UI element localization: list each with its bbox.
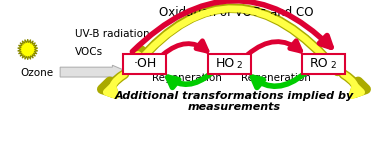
Text: Oxidation of VOCs and CO: Oxidation of VOCs and CO	[160, 6, 314, 19]
Text: Regeneration: Regeneration	[152, 73, 222, 83]
Text: HO: HO	[215, 57, 235, 70]
Text: Additional transformations implied by
measurements: Additional transformations implied by me…	[114, 91, 353, 112]
FancyBboxPatch shape	[208, 54, 251, 74]
Text: UV-B radiation: UV-B radiation	[74, 29, 149, 39]
FancyArrow shape	[60, 65, 129, 79]
FancyBboxPatch shape	[302, 54, 345, 74]
FancyBboxPatch shape	[123, 54, 166, 74]
Text: 2: 2	[330, 61, 336, 70]
Text: 2: 2	[237, 61, 242, 70]
Text: ·OH: ·OH	[133, 57, 156, 70]
Text: VOCs: VOCs	[74, 47, 103, 57]
Text: RO: RO	[310, 57, 328, 70]
Text: Regeneration: Regeneration	[241, 73, 311, 83]
Text: Ozone: Ozone	[20, 68, 54, 78]
Polygon shape	[18, 39, 38, 60]
